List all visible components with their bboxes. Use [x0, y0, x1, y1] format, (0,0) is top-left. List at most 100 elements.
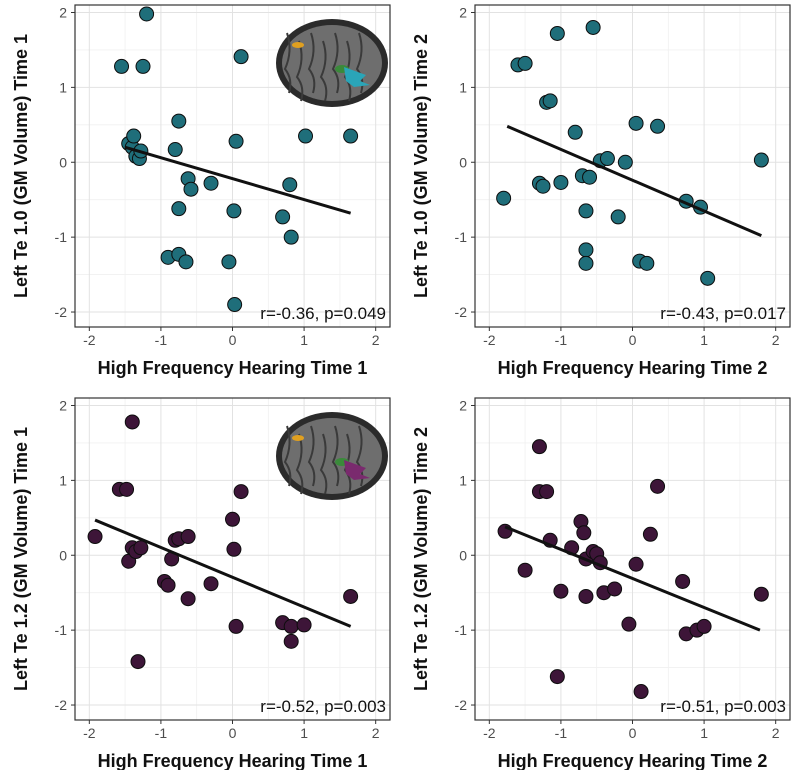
y-tick-label: 1	[459, 79, 467, 95]
data-point	[221, 254, 237, 270]
brain-sulcus	[283, 425, 292, 487]
x-tick-label: 2	[372, 725, 380, 741]
y-tick-label: -2	[455, 697, 468, 713]
brain-sulcus	[343, 40, 352, 102]
regression-line	[504, 525, 761, 632]
data-point	[578, 255, 594, 271]
regression-line	[124, 145, 352, 215]
x-tick-label: 2	[772, 725, 780, 741]
y-tick-label: 1	[59, 79, 67, 95]
data-point	[227, 297, 243, 313]
y-tick-label: 0	[59, 154, 67, 170]
panel-3: -2 -1 0 1 2 -2 -1 0 1 2 r=-0.52, p=0.003 High Frequ…	[11, 397, 391, 770]
x-tick-label: -1	[555, 725, 568, 741]
x-tick-label: -2	[83, 725, 96, 741]
data-point	[343, 128, 359, 144]
x-tick-label: 2	[372, 332, 380, 348]
data-point	[753, 586, 769, 602]
data-point	[296, 617, 312, 633]
x-tick-label: 1	[700, 725, 708, 741]
brain-sulcus	[295, 40, 304, 102]
data-point	[576, 525, 592, 541]
data-point	[171, 201, 187, 217]
data-point	[539, 484, 555, 500]
data-point	[628, 115, 644, 131]
data-point	[578, 203, 594, 219]
x-tick-label: -1	[155, 332, 168, 348]
y-tick-label: 0	[459, 547, 467, 563]
y-tick-label: 1	[59, 472, 67, 488]
data-point	[171, 113, 187, 129]
data-point	[160, 577, 176, 593]
data-point	[700, 270, 716, 286]
data-point	[343, 588, 359, 604]
data-point	[628, 556, 644, 572]
x-tick-label: -1	[555, 332, 568, 348]
data-point	[517, 562, 533, 578]
x-tick-label: 0	[629, 725, 637, 741]
brain-region-marker	[344, 460, 370, 480]
data-point	[585, 19, 601, 35]
x-tick-label: 2	[772, 332, 780, 348]
brain-inset-image	[276, 412, 388, 500]
x-tick-label: 0	[229, 725, 237, 741]
data-point	[753, 152, 769, 168]
y-tick-label: 1	[459, 472, 467, 488]
x-tick-label: 1	[300, 725, 308, 741]
brain-sulcus	[331, 32, 340, 94]
y-tick-label: -2	[55, 304, 68, 320]
panel-4: -2 -1 0 1 2 -2 -1 0 1 2 r=-0.51, p=0.003 High Frequ…	[411, 397, 791, 770]
data-point	[497, 523, 513, 539]
correlation-annotation: r=-0.43, p=0.017	[660, 304, 786, 323]
x-tick-label: 0	[629, 332, 637, 348]
data-point	[283, 229, 299, 245]
data-point	[578, 242, 594, 258]
data-point	[114, 58, 130, 74]
data-point	[607, 581, 623, 597]
data-point	[650, 478, 666, 494]
data-point	[226, 203, 242, 219]
data-point	[642, 526, 658, 542]
data-point	[553, 174, 569, 190]
data-point	[517, 55, 533, 71]
data-point	[119, 481, 135, 497]
data-point	[675, 573, 691, 589]
data-point	[135, 58, 151, 74]
data-point	[610, 209, 626, 225]
data-point	[130, 654, 146, 670]
data-point	[167, 142, 183, 158]
brain-sulcus	[343, 433, 352, 495]
data-point	[139, 6, 155, 22]
data-point	[283, 618, 299, 634]
y-tick-label: 0	[59, 547, 67, 563]
data-point	[233, 49, 249, 65]
data-point	[275, 209, 291, 225]
data-point	[567, 124, 583, 140]
data-point	[298, 128, 314, 144]
y-tick-label: 2	[459, 4, 467, 20]
data-point	[578, 588, 594, 604]
brain-sulcus	[319, 433, 328, 495]
data-point	[599, 151, 615, 167]
x-axis-label: High Frequency Hearing Time 2	[498, 751, 768, 770]
regression-line	[506, 124, 762, 238]
data-point	[226, 541, 242, 557]
correlation-annotation: r=-0.52, p=0.003	[260, 697, 386, 716]
y-axis-label: Left Te 1.0 (GM Volume) Time 2	[411, 34, 431, 298]
y-tick-label: -1	[455, 622, 468, 638]
correlation-annotation: r=-0.36, p=0.049	[260, 304, 386, 323]
data-point	[180, 529, 196, 545]
brain-sulcus	[319, 40, 328, 102]
y-axis-label: Left Te 1.2 (GM Volume) Time 2	[411, 427, 431, 691]
data-point	[535, 178, 551, 194]
y-tick-label: 2	[59, 397, 67, 413]
panel-2: -2 -1 0 1 2 -2 -1 0 1 2 r=-0.43, p=0.017 High Frequ…	[411, 4, 791, 378]
y-tick-label: 0	[459, 154, 467, 170]
data-point	[696, 618, 712, 634]
y-tick-label: -1	[55, 229, 68, 245]
brain-region-marker	[292, 42, 304, 48]
data-point	[283, 633, 299, 649]
y-tick-label: -1	[55, 622, 68, 638]
x-tick-label: -2	[483, 725, 496, 741]
